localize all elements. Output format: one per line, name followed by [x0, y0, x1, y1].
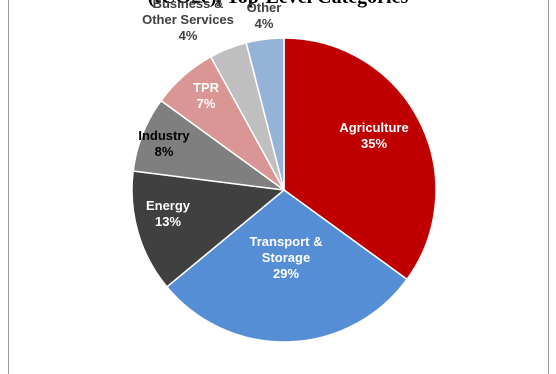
slice-label-tpr: TPR 7%: [193, 80, 220, 111]
pie-slices: [131, 37, 437, 343]
slice-label-agriculture: Agriculture 35%: [339, 120, 408, 151]
right-border-line: [548, 0, 549, 374]
pie-slice-agriculture: [283, 37, 437, 281]
left-border-line: [8, 0, 9, 374]
slice-label-industry: Industry 8%: [138, 128, 190, 159]
slice-label-transport-storage: Transport & Storage 29%: [250, 234, 323, 281]
pie-slice-other: [245, 37, 285, 191]
slice-label-business-other-services: Business & Other Services 4%: [142, 0, 234, 43]
slice-label-energy: Energy 13%: [146, 198, 191, 229]
pie-labels: Agriculture 35% Transport & Storage 29% Energ…: [138, 0, 408, 281]
chart-title-clipped: (tCO2e), Top-Level Categories: [0, 0, 556, 8]
pie-slice-energy: [131, 170, 286, 288]
slice-label-other: Other 4%: [247, 0, 282, 31]
pie-slice-transport-storage: [165, 189, 409, 343]
